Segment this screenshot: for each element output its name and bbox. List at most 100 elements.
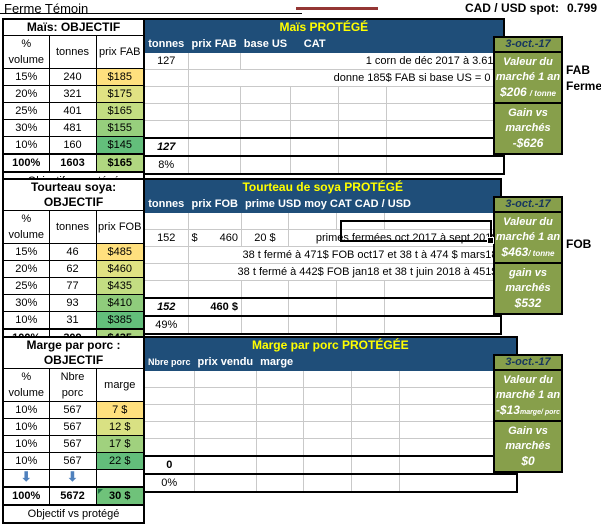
col-header-cell[interactable]: % volume	[2, 35, 50, 69]
empty-cell[interactable]	[187, 120, 241, 139]
empty-cell[interactable]	[239, 103, 292, 121]
empty-cell[interactable]	[335, 280, 385, 299]
empty-cell[interactable]	[240, 280, 289, 299]
empty-cell[interactable]	[143, 404, 195, 422]
footer-value-cell[interactable]: 49%	[143, 315, 189, 335]
empty-cell[interactable]	[143, 438, 195, 457]
note-cell[interactable]: 38 t fermé à 471$ FOB oct17 et 38 t à 47…	[187, 246, 502, 264]
col-header-cell[interactable]: CAT	[290, 35, 340, 53]
col-header-cell[interactable]	[303, 353, 353, 371]
tonnes-cell[interactable]: 127	[143, 52, 189, 70]
empty-cell[interactable]	[290, 86, 340, 104]
empty-cell[interactable]	[240, 297, 289, 317]
empty-cell[interactable]	[187, 280, 242, 299]
empty-cell[interactable]	[338, 155, 388, 175]
empty-cell[interactable]	[351, 404, 401, 422]
col-header-cell[interactable]: prime USD moy CAT CAD / USD	[240, 195, 502, 213]
empty-cell[interactable]	[143, 263, 189, 281]
price-heat-cell[interactable]: $410	[95, 294, 145, 312]
empty-cell[interactable]	[143, 280, 189, 299]
note-cell[interactable]: 1 corn de déc 2017 à 3.61$	[239, 52, 505, 70]
pct-cell[interactable]: 20%	[2, 85, 50, 103]
price-heat-cell[interactable]: $485	[95, 243, 145, 261]
empty-cell[interactable]	[143, 212, 189, 230]
market-value-cell[interactable]: Valeur du marché 1 an $206 / tonne	[493, 51, 563, 104]
empty-cell[interactable]	[256, 404, 305, 422]
empty-cell[interactable]	[256, 438, 305, 457]
prime-cell[interactable]: 20 $	[240, 229, 289, 247]
qty-cell[interactable]: 240	[48, 68, 97, 86]
total-pct-cell[interactable]: 100%	[2, 153, 50, 173]
price-cell[interactable]: $460	[187, 229, 242, 247]
empty-cell[interactable]	[338, 120, 388, 139]
empty-cell[interactable]	[303, 438, 353, 457]
empty-cell[interactable]	[193, 438, 258, 457]
empty-cell[interactable]	[143, 120, 189, 139]
qty-cell[interactable]: 62	[48, 260, 97, 278]
market-gain-cell[interactable]: Gain vs marchés -$626	[493, 102, 563, 155]
col-header-cell[interactable]: base US	[239, 35, 292, 53]
empty-cell[interactable]	[143, 103, 189, 121]
empty-cell[interactable]	[290, 120, 340, 139]
price-heat-cell[interactable]: $185	[95, 68, 145, 86]
qty-cell[interactable]: 567	[48, 401, 97, 419]
col-header-cell[interactable]: marge	[95, 368, 145, 402]
empty-cell[interactable]	[383, 315, 502, 335]
empty-cell[interactable]	[386, 155, 505, 175]
empty-cell[interactable]	[386, 103, 505, 121]
empty-cell[interactable]	[383, 297, 502, 317]
pct-cell[interactable]: 30%	[2, 294, 50, 312]
empty-cell[interactable]	[335, 315, 385, 335]
note-cell[interactable]: 38 t fermé à 442$ FOB jan18 et 38 t juin…	[187, 263, 502, 281]
empty-cell[interactable]	[351, 387, 401, 405]
total-price-cell[interactable]: 460 $	[187, 297, 242, 317]
price-heat-cell[interactable]: $460	[95, 260, 145, 278]
empty-cell[interactable]	[338, 137, 388, 157]
price-heat-cell[interactable]: 12 $	[95, 418, 145, 436]
pct-cell[interactable]: 25%	[2, 277, 50, 295]
empty-cell[interactable]	[187, 137, 241, 157]
market-value-cell[interactable]: Valeur du marché 1 an -$13marge/ porc	[493, 369, 563, 422]
empty-cell[interactable]	[399, 473, 518, 493]
qty-cell[interactable]: 567	[48, 452, 97, 470]
empty-cell[interactable]	[256, 387, 305, 405]
price-heat-cell[interactable]: $145	[95, 136, 145, 155]
col-header-cell[interactable]: prix FOB	[187, 195, 242, 213]
col-header-cell[interactable]	[351, 353, 401, 371]
empty-cell[interactable]	[193, 370, 258, 388]
pct-cell[interactable]: 10%	[2, 136, 50, 155]
empty-cell[interactable]	[187, 212, 242, 230]
empty-cell[interactable]	[240, 212, 289, 230]
empty-cell[interactable]	[143, 246, 189, 264]
selection-box[interactable]	[340, 220, 494, 244]
empty-cell[interactable]	[351, 473, 401, 493]
empty-cell[interactable]	[239, 120, 292, 139]
qty-cell[interactable]: 401	[48, 102, 97, 120]
pct-cell[interactable]: 10%	[2, 311, 50, 330]
qty-cell[interactable]: 31	[48, 311, 97, 330]
empty-cell[interactable]	[386, 120, 505, 139]
col-header-cell[interactable]	[399, 353, 518, 371]
tonnes-cell[interactable]: 152	[143, 229, 189, 247]
empty-cell[interactable]	[143, 370, 195, 388]
empty-cell[interactable]	[287, 315, 337, 335]
empty-cell[interactable]	[187, 103, 241, 121]
empty-cell[interactable]	[193, 455, 258, 475]
qty-cell[interactable]: 481	[48, 119, 97, 137]
pct-cell[interactable]: 10%	[2, 452, 50, 470]
col-header-cell[interactable]: prix vendu	[193, 353, 258, 371]
col-header-cell[interactable]: tonnes	[143, 35, 189, 53]
empty-cell[interactable]	[193, 404, 258, 422]
price-heat-cell[interactable]: 17 $	[95, 435, 145, 453]
empty-cell[interactable]	[290, 155, 340, 175]
qty-cell[interactable]: 77	[48, 277, 97, 295]
empty-cell[interactable]	[290, 137, 340, 157]
empty-cell[interactable]	[256, 370, 305, 388]
pct-cell[interactable]: 30%	[2, 119, 50, 137]
empty-cell[interactable]	[383, 280, 502, 299]
fill-handle[interactable]	[487, 237, 494, 244]
market-gain-cell[interactable]: Gain vs marchés $0	[493, 420, 563, 473]
empty-cell[interactable]	[303, 421, 353, 439]
col-header-cell[interactable]	[386, 35, 505, 53]
footer-value-cell[interactable]: 0%	[143, 473, 195, 493]
